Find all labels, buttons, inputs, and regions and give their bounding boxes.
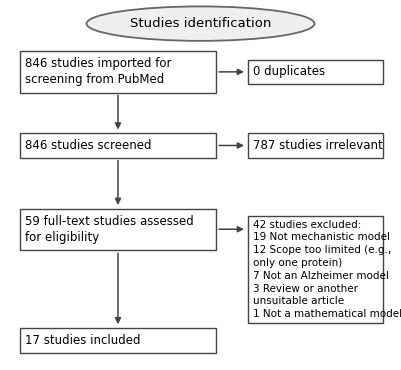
FancyBboxPatch shape (248, 216, 383, 323)
Text: 59 full-text studies assessed
for eligibility: 59 full-text studies assessed for eligib… (25, 215, 194, 244)
Ellipse shape (87, 6, 314, 41)
FancyBboxPatch shape (20, 209, 216, 250)
Text: 846 studies imported for
screening from PubMed: 846 studies imported for screening from … (25, 57, 171, 87)
FancyBboxPatch shape (20, 328, 216, 353)
Text: Studies identification: Studies identification (130, 17, 271, 30)
FancyBboxPatch shape (248, 60, 383, 84)
Text: 17 studies included: 17 studies included (25, 334, 140, 347)
Text: 42 studies excluded:
19 Not mechanistic model
12 Scope too limited (e.g.,
only o: 42 studies excluded: 19 Not mechanistic … (253, 219, 401, 319)
Text: 846 studies screened: 846 studies screened (25, 139, 151, 152)
FancyBboxPatch shape (20, 51, 216, 92)
Text: 787 studies irrelevant: 787 studies irrelevant (253, 139, 383, 152)
Text: 0 duplicates: 0 duplicates (253, 65, 325, 78)
FancyBboxPatch shape (20, 133, 216, 158)
FancyBboxPatch shape (248, 133, 383, 158)
